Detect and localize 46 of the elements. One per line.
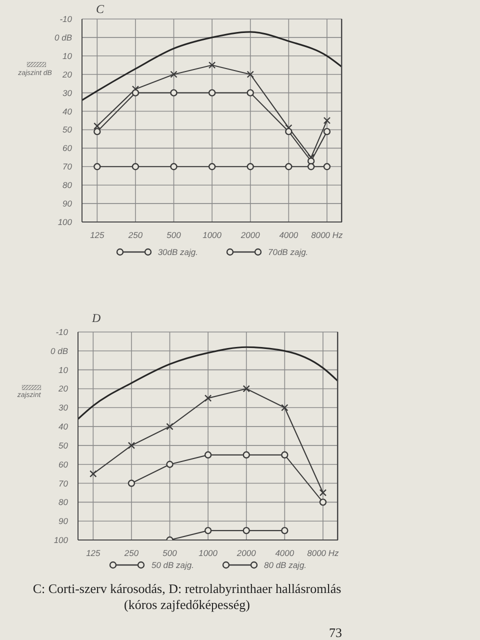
y-tick-label: 30 — [62, 88, 72, 98]
text: 73 — [329, 625, 342, 640]
legend-label: 50 dB zajg. — [151, 560, 194, 570]
y-tick-label: -10 — [56, 327, 68, 338]
y-tick-label: 70 — [62, 162, 72, 172]
x-tick-label: 8000 Hz — [311, 230, 344, 240]
x-tick-label: 1000 — [202, 230, 222, 240]
x-tick-label: 250 — [123, 548, 139, 558]
y-tick-label: 10 — [58, 364, 68, 375]
y-tick-label: 80 — [58, 497, 68, 508]
y-tick-label: 10 — [62, 50, 72, 61]
y-tick-label: 0 dB — [50, 346, 68, 356]
chart-title: D — [92, 311, 101, 326]
x-tick-label: 1000 — [198, 548, 218, 558]
x-tick-label: 2000 — [240, 230, 260, 240]
y-tick-label: 80 — [62, 180, 72, 190]
x-tick-label: 4000 — [275, 548, 294, 558]
y-tick-label: 40 — [62, 106, 72, 116]
y-tick-label: 100 — [58, 217, 72, 228]
y-tick-label: 0 dB — [54, 32, 72, 42]
x-tick-label: 500 — [166, 230, 182, 240]
y-tick-label: 60 — [62, 143, 72, 154]
y-tick-label: 30 — [58, 402, 68, 413]
y-tick-label: 90 — [62, 198, 72, 209]
y-tick-label: 50 — [62, 124, 72, 135]
y-tick-label: 40 — [58, 422, 68, 432]
legend-label: 80 dB zajg. — [264, 560, 307, 570]
y-tick-label: 20 — [58, 384, 68, 394]
x-tick-label: 125 — [86, 548, 101, 558]
x-tick-label: 8000 Hz — [307, 548, 340, 558]
x-tick-label: 4000 — [279, 230, 298, 240]
x-tick-label: 500 — [162, 548, 178, 558]
text: C: Corti-szerv károsodás, D: retrolabyrinthaer hallásromlás (kóros zajfedőképesség) — [32, 581, 342, 613]
legend-label: 30dB zajg. — [158, 247, 198, 257]
y-tick-label: 70 — [58, 478, 68, 488]
y-tick-label: 20 — [62, 69, 72, 80]
y-tick-label: 60 — [58, 459, 68, 470]
x-tick-label: 125 — [90, 230, 105, 240]
x-tick-label: 2000 — [236, 548, 256, 558]
chart-title: C — [96, 2, 104, 17]
x-tick-label: 250 — [127, 230, 143, 240]
legend-label: 70dB zajg. — [268, 247, 308, 257]
y-tick-label: 90 — [58, 516, 68, 526]
y-tick-label: 100 — [54, 535, 68, 546]
y-tick-label: -10 — [60, 14, 72, 24]
y-tick-label: 50 — [58, 440, 68, 450]
